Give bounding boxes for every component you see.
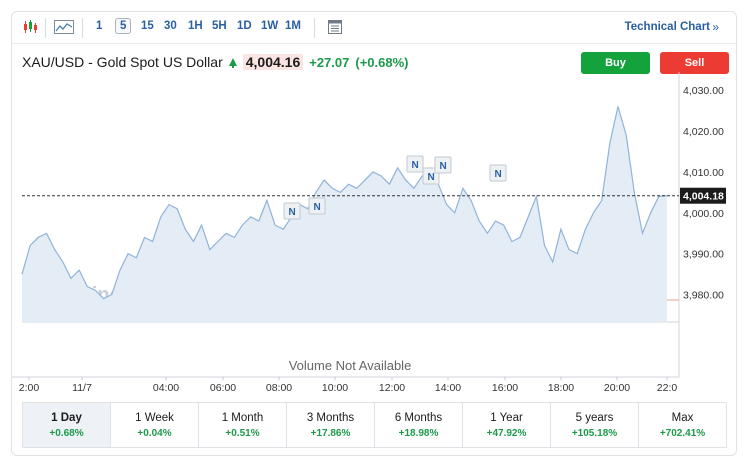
- x-tick-label: 2:00: [19, 382, 40, 394]
- y-tick-label: 3,980.00: [683, 290, 724, 302]
- calendar-icon[interactable]: [325, 18, 345, 36]
- period-change: +47.92%: [486, 427, 527, 439]
- timeframe-15[interactable]: 15: [141, 20, 154, 32]
- period-1-week[interactable]: 1 Week +0.04%: [111, 403, 199, 447]
- price-change-percent: (+0.68%): [355, 54, 409, 70]
- timeframe-1[interactable]: 1: [96, 20, 103, 32]
- period-change: +0.68%: [49, 427, 84, 439]
- instrument-title: XAU/USD - Gold Spot US Dollar: [22, 54, 223, 70]
- x-tick-label: 22:0: [657, 382, 678, 394]
- period-1-year[interactable]: 1 Year +47.92%: [463, 403, 551, 447]
- x-tick-label: 11/7: [72, 382, 92, 394]
- news-marker[interactable]: [308, 197, 326, 215]
- x-tick-label: 04:00: [153, 382, 179, 394]
- period-change: +105.18%: [571, 427, 618, 439]
- period-label: 3 Months: [306, 411, 355, 424]
- volume-not-available: Volume Not Available: [289, 358, 412, 373]
- x-tick-label: 10:00: [322, 382, 348, 394]
- price-change: +27.07: [309, 54, 350, 70]
- last-price: 4,004.16: [242, 54, 304, 70]
- x-tick-label: 18:00: [548, 382, 574, 394]
- y-tick-label: 4,030.00: [683, 85, 724, 97]
- x-tick-label: 08:00: [266, 382, 292, 394]
- instrument-header: XAU/USD - Gold Spot US Dollar 4,004.16 +…: [22, 52, 408, 72]
- news-marker-letter: N: [495, 169, 502, 180]
- news-marker-letter: N: [314, 202, 321, 213]
- period-change: +17.86%: [310, 427, 351, 439]
- current-price-label: 4,004.18: [683, 191, 724, 203]
- period-change: +0.04%: [137, 427, 172, 439]
- period-5-years[interactable]: 5 years +105.18%: [551, 403, 639, 447]
- period-change: +702.41%: [659, 427, 706, 439]
- period-1-day[interactable]: 1 Day +0.68%: [23, 403, 111, 447]
- period-max[interactable]: Max +702.41%: [639, 403, 726, 447]
- x-tick-label: 20:00: [604, 382, 630, 394]
- period-1-month[interactable]: 1 Month +0.51%: [199, 403, 287, 447]
- y-tick-label: 3,990.00: [683, 249, 724, 261]
- x-tick-label: 06:00: [210, 382, 236, 394]
- x-tick-label: 12:00: [379, 382, 405, 394]
- toolbar-divider: [82, 18, 83, 38]
- period-label: 5 years: [575, 411, 614, 424]
- news-marker[interactable]: [489, 164, 507, 182]
- news-marker-letter: N: [289, 207, 296, 218]
- timeframe-1h[interactable]: 1H: [188, 20, 203, 32]
- current-price-badge: [680, 187, 726, 204]
- chart-widget: 1 5 15 30 1H 5H 1D 1W 1M Technical Chart…: [11, 11, 737, 456]
- up-arrow-icon: [228, 58, 237, 68]
- news-marker[interactable]: [283, 202, 301, 220]
- buy-button[interactable]: Buy: [581, 52, 650, 74]
- timeframe-1d[interactable]: 1D: [237, 20, 252, 32]
- period-change: +0.51%: [225, 427, 260, 439]
- news-marker[interactable]: [434, 156, 452, 174]
- toolbar-divider: [45, 18, 46, 38]
- period-6-months[interactable]: 6 Months +18.98%: [375, 403, 463, 447]
- period-change: +18.98%: [398, 427, 439, 439]
- period-label: 1 Week: [135, 411, 174, 424]
- period-label: 1 Month: [221, 411, 264, 424]
- x-tick-label: 14:00: [435, 382, 461, 394]
- price-line: [21, 106, 668, 300]
- news-marker-letter: N: [440, 161, 447, 172]
- period-label: 1 Year: [490, 411, 523, 424]
- candlestick-icon[interactable]: [20, 18, 40, 36]
- news-marker[interactable]: [406, 155, 424, 173]
- news-marker-letter: N: [412, 160, 419, 171]
- period-3-months[interactable]: 3 Months +17.86%: [287, 403, 375, 447]
- timeframe-1m[interactable]: 1M: [285, 20, 301, 32]
- toolbar-divider: [314, 18, 315, 38]
- double-chevron-right-icon[interactable]: »: [712, 20, 719, 34]
- timeframe-5h[interactable]: 5H: [212, 20, 227, 32]
- x-tick-label: 16:00: [492, 382, 518, 394]
- timeframe-5[interactable]: 5: [115, 18, 132, 34]
- period-label: Max: [671, 411, 694, 424]
- y-tick-label: 4,020.00: [683, 126, 724, 138]
- chart-toolbar: 1 5 15 30 1H 5H 1D 1W 1M Technical Chart…: [12, 12, 736, 44]
- technical-chart-link[interactable]: Technical Chart: [624, 21, 710, 33]
- price-chart[interactable]: Investing.com4,030.004,020.004,010.004,0…: [12, 72, 736, 394]
- area-chart-icon[interactable]: [53, 18, 75, 36]
- y-tick-label: 4,000.00: [683, 208, 724, 220]
- period-label: 1 Day: [51, 411, 82, 424]
- timeframe-1w[interactable]: 1W: [261, 20, 279, 32]
- y-tick-label: 4,010.00: [683, 167, 724, 179]
- period-performance-bar: 1 Day +0.68% 1 Week +0.04% 1 Month +0.51% 3 Mo…: [22, 402, 727, 448]
- price-area-fill: [22, 106, 667, 322]
- period-label: 6 Months: [394, 411, 443, 424]
- timeframe-30[interactable]: 30: [164, 20, 177, 32]
- sell-button[interactable]: Sell: [660, 52, 729, 74]
- news-marker-letter: N: [428, 172, 435, 183]
